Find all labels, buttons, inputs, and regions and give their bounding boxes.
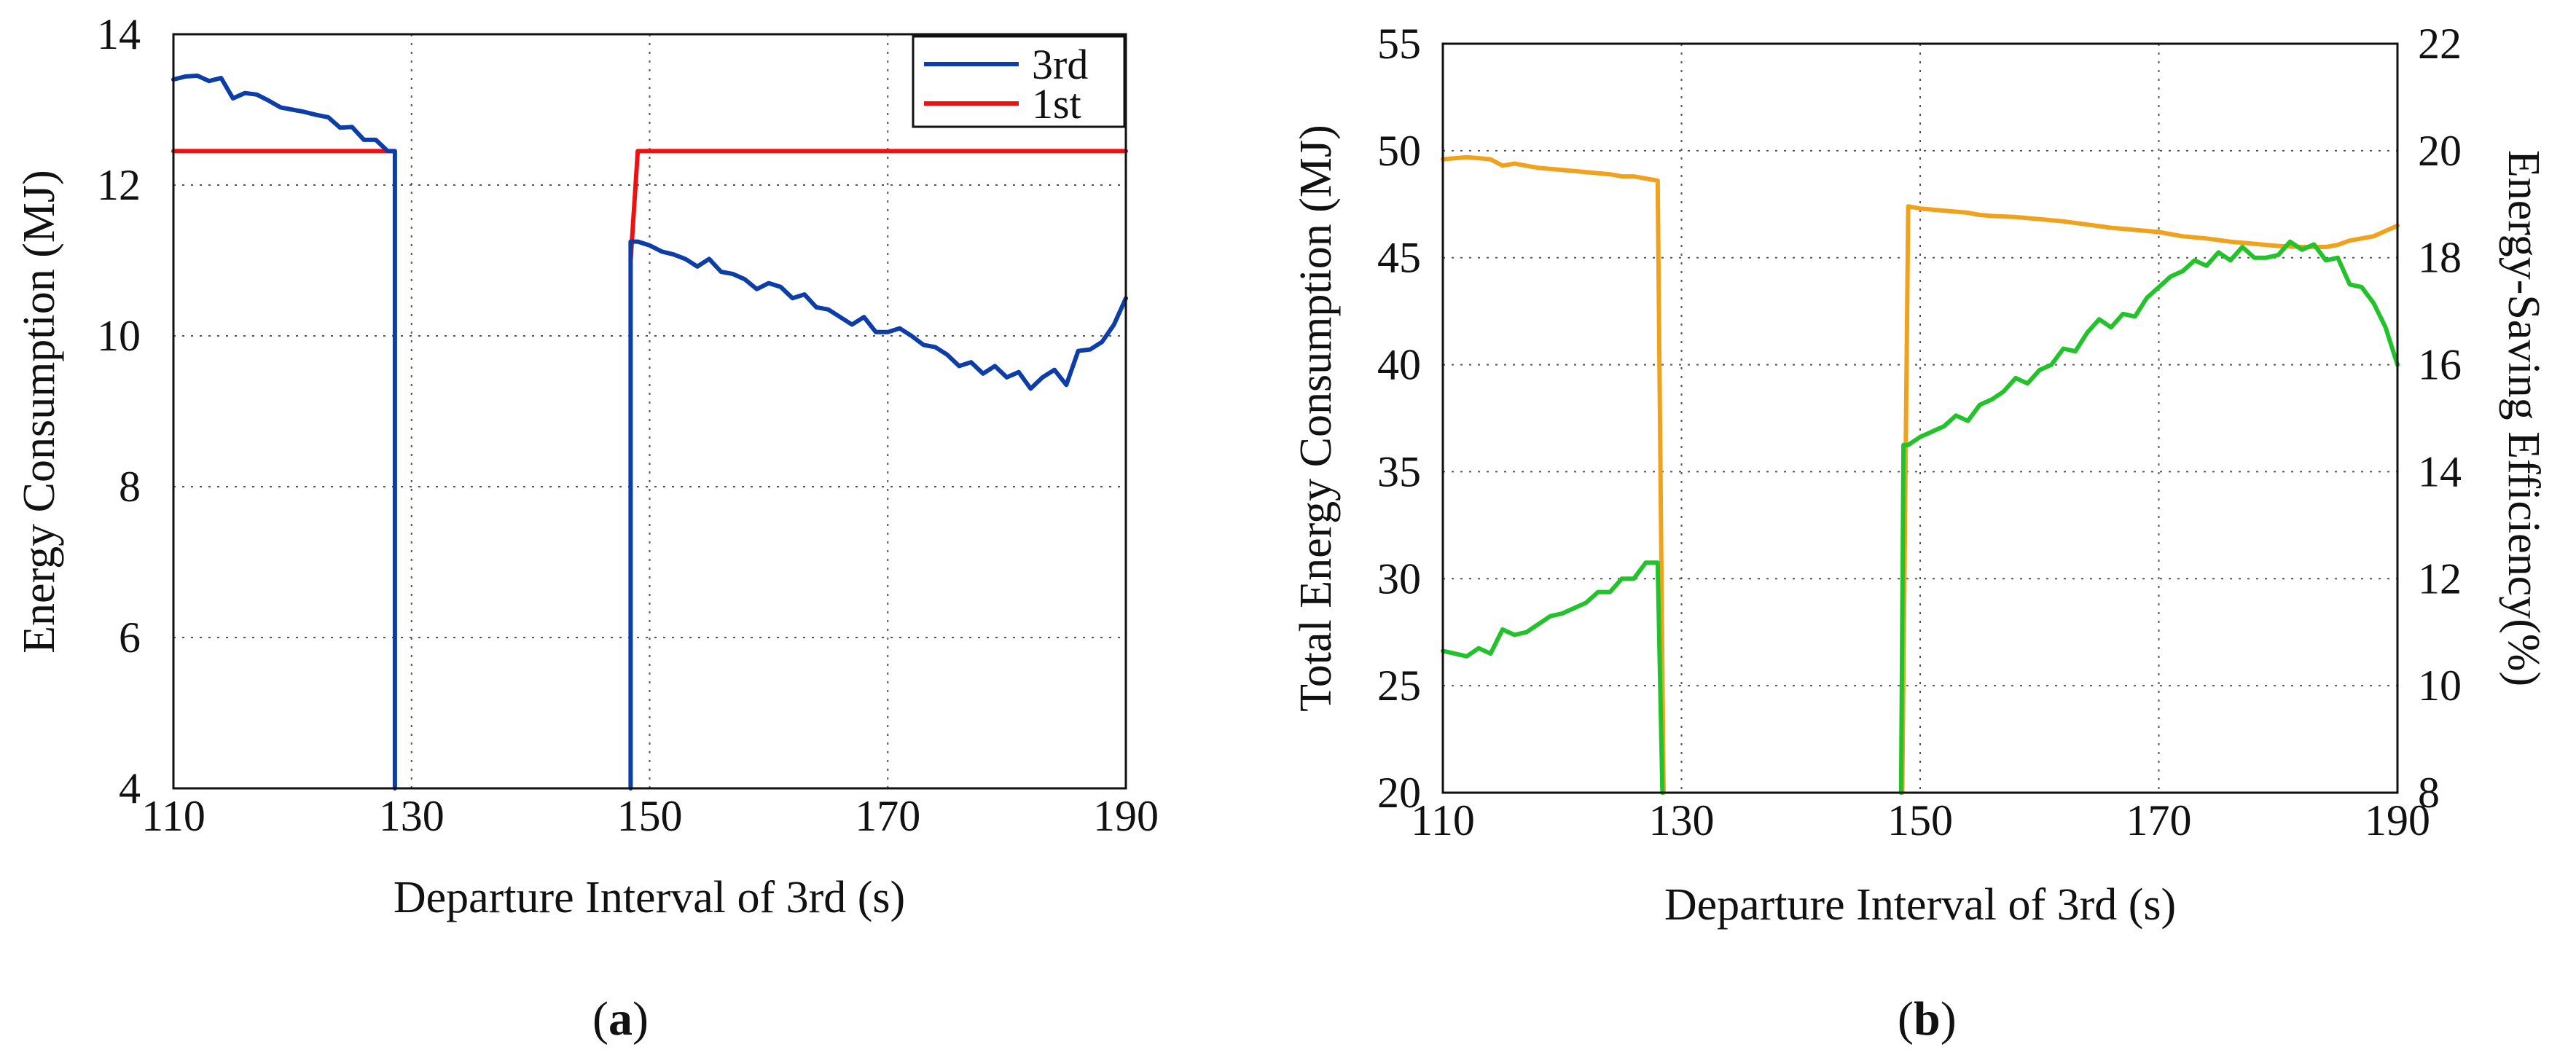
x-axis-label-a: Departure Interval of 3rd (s) bbox=[394, 873, 905, 922]
series-line-3rd bbox=[171, 73, 1128, 791]
x-tick-labels-a: 110 130 150 170 190 bbox=[141, 792, 1159, 840]
y-left-tick-label-b: 40 bbox=[1377, 341, 1421, 389]
y-left-tick-label-b: 55 bbox=[1377, 20, 1421, 68]
y-right-tick-label-b: 18 bbox=[2418, 234, 2462, 282]
x-tick-label-a: 110 bbox=[141, 792, 205, 840]
chart-panel-b: 110 130 150 170 190 20 25 30 35 40 45 50 55 8 10 12 14… bbox=[1291, 20, 2548, 1046]
plot-frame-b bbox=[1441, 42, 2399, 794]
y-right-tick-label-b: 22 bbox=[2418, 20, 2462, 68]
y-tick-label-a: 10 bbox=[97, 312, 141, 360]
caption-b: (b) bbox=[1898, 992, 1957, 1046]
grid-b bbox=[1443, 44, 2397, 793]
x-tick-label-b: 150 bbox=[1887, 796, 1953, 844]
caption-a-letter: a bbox=[608, 992, 633, 1046]
y-right-tick-label-b: 20 bbox=[2418, 127, 2462, 175]
caption-a: (a) bbox=[592, 992, 649, 1046]
x-tick-label-b: 110 bbox=[1411, 796, 1475, 844]
x-axis-label-b: Departure Interval of 3rd (s) bbox=[1664, 880, 2176, 930]
y-right-tick-labels-b: 8 10 12 14 16 18 20 22 bbox=[2418, 20, 2462, 817]
y-right-tick-label-b: 10 bbox=[2418, 662, 2462, 710]
legend-a: 3rd 1st bbox=[912, 35, 1126, 128]
x-tick-label-b: 130 bbox=[1649, 796, 1715, 844]
series-group-a bbox=[171, 73, 1128, 791]
x-tick-label-a: 170 bbox=[855, 792, 920, 840]
chart-panel-a: 110 130 150 170 190 4 6 8 10 12 14 Departure Inte… bbox=[15, 10, 1159, 1046]
y-right-tick-label-b: 12 bbox=[2418, 554, 2462, 603]
plot-frame-a bbox=[172, 33, 1127, 790]
y-tick-label-a: 12 bbox=[97, 161, 141, 209]
y-tick-label-a: 4 bbox=[119, 764, 141, 812]
y-tick-label-a: 14 bbox=[97, 10, 141, 58]
y-right-tick-label-b: 8 bbox=[2418, 769, 2440, 817]
y-left-tick-label-b: 25 bbox=[1377, 662, 1421, 710]
series-group-b bbox=[1441, 154, 2400, 795]
y-left-tick-label-b: 20 bbox=[1377, 769, 1421, 817]
legend-label-1st: 1st bbox=[1032, 80, 1081, 128]
x-tick-label-a: 190 bbox=[1093, 792, 1159, 840]
y-left-tick-label-b: 45 bbox=[1377, 234, 1421, 282]
y-axis-label-a: Energy Consumption (MJ) bbox=[15, 170, 64, 654]
x-tick-label-a: 150 bbox=[617, 792, 683, 840]
y-left-tick-label-b: 30 bbox=[1377, 554, 1421, 603]
x-tick-label-b: 190 bbox=[2365, 796, 2430, 844]
y-tick-labels-a: 4 6 8 10 12 14 bbox=[97, 10, 141, 812]
grid-a bbox=[173, 34, 1126, 788]
y-left-axis-label-b: Total Energy Consumption (MJ) bbox=[1291, 125, 1341, 712]
y-right-tick-label-b: 14 bbox=[2418, 447, 2462, 495]
x-tick-label-a: 130 bbox=[379, 792, 445, 840]
y-tick-label-a: 6 bbox=[119, 613, 141, 662]
series-line-energy-saving bbox=[1441, 239, 2400, 795]
legend-label-3rd: 3rd bbox=[1032, 41, 1088, 88]
y-left-tick-labels-b: 20 25 30 35 40 45 50 55 bbox=[1377, 20, 1421, 817]
legend-box-a bbox=[912, 35, 1126, 128]
y-left-tick-label-b: 50 bbox=[1377, 127, 1421, 175]
x-tick-label-b: 170 bbox=[2126, 796, 2192, 844]
y-right-tick-label-b: 16 bbox=[2418, 341, 2462, 389]
series-line-total-energy bbox=[1441, 154, 2400, 795]
y-right-axis-label-b: Energy-Saving Efficiency(%) bbox=[2499, 150, 2548, 686]
y-tick-label-a: 8 bbox=[119, 463, 141, 511]
caption-b-letter: b bbox=[1914, 992, 1941, 1046]
x-tick-labels-b: 110 130 150 170 190 bbox=[1411, 796, 2430, 844]
y-left-tick-label-b: 35 bbox=[1377, 447, 1421, 495]
